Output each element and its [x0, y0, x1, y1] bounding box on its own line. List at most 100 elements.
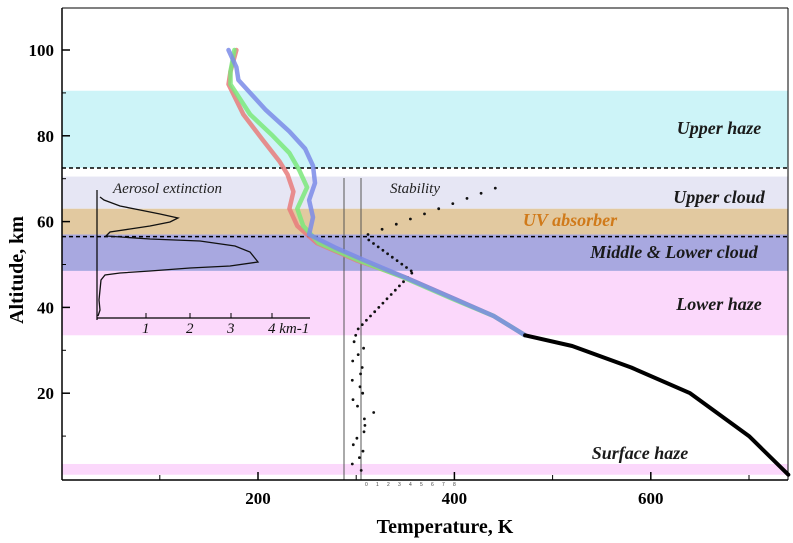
stability-dot-11 — [351, 398, 355, 401]
stability-dot-35 — [410, 271, 414, 275]
x-tick-0: 200 — [245, 489, 271, 508]
x-axis-title: Temperature, K — [377, 516, 514, 538]
stability-dot-9 — [372, 411, 376, 414]
stability-dot-22 — [356, 327, 360, 331]
layer-labels: Upper haze Upper cloud UV absorber Middle &… — [523, 118, 766, 463]
stability-dot-33 — [402, 280, 405, 284]
stability-dot-54 — [479, 191, 483, 195]
stability-dot-8 — [363, 417, 366, 421]
stability-dot-26 — [373, 310, 377, 314]
stability-dot-4 — [351, 443, 355, 447]
stability-dot-41 — [386, 252, 389, 256]
stability-inset-tick-1: 1 — [376, 482, 379, 488]
temperature-profile-3 — [523, 333, 791, 477]
layer-bands — [62, 90, 788, 475]
stability-dot-6 — [362, 430, 366, 434]
temperature-profile-2 — [226, 47, 528, 338]
stability-dot-23 — [360, 323, 364, 326]
stability-inset-tick-4: 4 — [409, 482, 412, 488]
stability-dot-52 — [451, 202, 455, 206]
stability-inset-tick-3: 3 — [398, 482, 401, 488]
stability-dot-24 — [365, 318, 368, 322]
stability-dot-14 — [350, 378, 354, 382]
y-axis-title: Altitude, km — [6, 216, 28, 324]
aerosol-inset-tick-0: 1 — [142, 321, 150, 337]
stability-dot-42 — [381, 248, 385, 252]
stability-dot-43 — [376, 245, 380, 249]
layer-band-1 — [62, 176, 788, 209]
stability-dot-53 — [465, 197, 469, 200]
stability-dot-1 — [350, 462, 354, 466]
stability-dot-7 — [363, 424, 367, 427]
stability-dot-19 — [362, 346, 365, 350]
stability-dot-12 — [361, 391, 365, 395]
layer-label-1: Upper cloud — [673, 187, 765, 207]
y-tick-3: 80 — [37, 127, 54, 146]
stability-dot-5 — [355, 436, 359, 440]
aerosol-inset: Aerosol extinction 1 2 3 4 km-1 — [96, 181, 310, 337]
stability-dot-45 — [367, 238, 371, 242]
stability-dot-36 — [409, 269, 413, 273]
x-tick-2: 600 — [638, 489, 664, 508]
layer-label-4: Lower haze — [675, 294, 762, 314]
stability-dot-28 — [381, 301, 385, 305]
stability-inset-tick-2: 2 — [387, 482, 390, 488]
stability-inset-tick-8: 8 — [453, 482, 456, 488]
stability-dot-0 — [359, 469, 363, 472]
stability-dot-48 — [394, 222, 398, 226]
y-tick-1: 40 — [37, 298, 54, 317]
stability-dot-40 — [390, 255, 394, 259]
stability-inset-tick-6: 6 — [431, 482, 434, 488]
layer-label-5: Surface haze — [592, 443, 689, 463]
stability-dot-2 — [358, 456, 361, 459]
stability-dot-44 — [372, 242, 375, 245]
stability-dot-20 — [352, 340, 356, 344]
stability-dot-50 — [423, 212, 426, 216]
layer-band-0 — [62, 90, 788, 168]
stability-dot-18 — [356, 353, 360, 356]
stability-dot-55 — [493, 186, 497, 190]
y-tick-0: 20 — [37, 384, 54, 403]
stability-dot-51 — [437, 207, 441, 211]
stability-inset: Stability 0 1 2 3 4 5 6 7 8 — [343, 178, 497, 488]
stability-inset-tick-5: 5 — [420, 482, 423, 488]
stability-dot-29 — [385, 297, 389, 301]
temperature-profiles — [226, 47, 791, 477]
stability-inset-tick-7: 7 — [442, 482, 445, 488]
stability-dot-46 — [366, 233, 370, 236]
layer-label-2: UV absorber — [523, 210, 618, 230]
stability-dot-32 — [398, 284, 401, 288]
stability-dot-37 — [405, 266, 408, 269]
stability-dot-25 — [369, 314, 372, 318]
stability-inset-title: Stability — [390, 181, 440, 197]
stability-dot-16 — [360, 366, 364, 369]
stability-dot-21 — [354, 333, 358, 337]
stability-dot-17 — [351, 359, 355, 363]
aerosol-inset-tick-2: 3 — [226, 321, 235, 337]
aerosol-inset-tick-1: 2 — [186, 321, 194, 337]
stability-dot-13 — [358, 385, 362, 389]
stability-inset-tick-0: 0 — [365, 482, 368, 488]
stability-dot-49 — [409, 217, 412, 221]
layer-band-4 — [62, 270, 788, 336]
stability-dot-31 — [393, 288, 397, 292]
stability-dot-10 — [356, 404, 359, 408]
y-tick-4: 100 — [29, 41, 55, 60]
stability-dot-38 — [400, 262, 404, 266]
aerosol-extinction-profile — [97, 196, 260, 317]
stability-dot-47 — [380, 227, 384, 231]
stability-dot-27 — [377, 306, 381, 309]
y-tick-2: 60 — [37, 213, 54, 232]
stability-dot-30 — [389, 293, 393, 296]
layer-band-5 — [62, 463, 788, 475]
aerosol-inset-tick-3: 4 km-1 — [268, 321, 309, 337]
stability-dot-3 — [361, 449, 365, 453]
stability-dot-15 — [359, 372, 362, 376]
layer-label-3: Middle & Lower cloud — [589, 242, 758, 262]
x-tick-1: 400 — [442, 489, 468, 508]
aerosol-inset-title: Aerosol extinction — [112, 181, 222, 197]
layer-label-0: Upper haze — [677, 118, 762, 138]
stability-dot-39 — [395, 259, 399, 262]
